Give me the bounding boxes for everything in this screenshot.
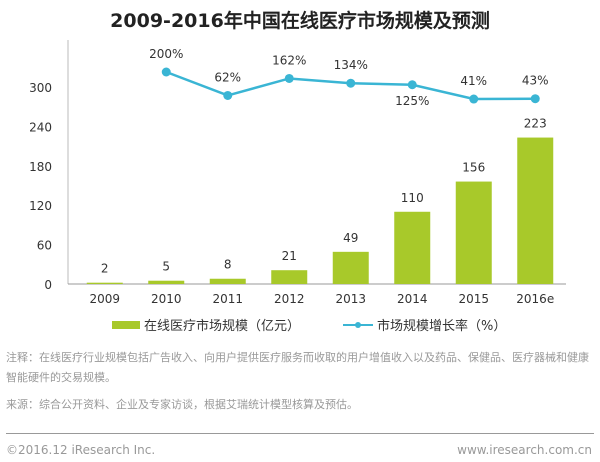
x-tick-label: 2012 — [274, 292, 305, 306]
bar-value-label: 223 — [524, 117, 547, 131]
legend-line-label: 市场规模增长率（%） — [377, 319, 507, 334]
bar — [394, 211, 431, 284]
bar-value-label: 2 — [101, 262, 109, 276]
bar-value-label: 156 — [462, 161, 485, 175]
x-tick-label: 2011 — [212, 292, 243, 306]
bar — [148, 280, 185, 284]
bar-value-label: 21 — [282, 249, 297, 263]
legend-item-line: 市场规模增长率（%） — [343, 315, 506, 334]
growth-label: 41% — [460, 74, 487, 88]
bar-value-label: 8 — [224, 258, 232, 272]
x-tick-label: 2015 — [458, 292, 489, 306]
bar — [332, 251, 369, 284]
y-tick-label: 60 — [37, 239, 52, 253]
bar — [455, 181, 492, 284]
y-tick-label: 180 — [29, 160, 52, 174]
x-tick-label: 2009 — [89, 292, 120, 306]
growth-point — [407, 80, 417, 90]
legend-line-swatch — [343, 321, 373, 328]
bar — [517, 137, 554, 284]
growth-point — [346, 78, 356, 88]
growth-label: 62% — [214, 70, 241, 84]
growth-label: 125% — [395, 94, 429, 108]
growth-point — [284, 73, 294, 83]
source-text: 来源：综合公开资料、企业及专家访谈，根据艾瑞统计模型核算及预估。 — [6, 398, 358, 411]
note-text: 注释：在线医疗行业规模包括广告收入、向用户提供医疗服务而收取的用户增值收入以及药… — [6, 351, 589, 384]
x-tick-label: 2016e — [516, 292, 554, 306]
x-tick-label: 2010 — [151, 292, 182, 306]
x-tick-label: 2013 — [335, 292, 366, 306]
bar — [86, 282, 123, 284]
bar-value-label: 110 — [401, 191, 424, 205]
chart-title: 2009-2016年中国在线医疗市场规模及预测 — [110, 10, 490, 32]
legend-bar-swatch — [112, 320, 140, 329]
website-url: www.iresearch.com.cn — [457, 443, 592, 457]
copyright: ©2016.12 iResearch Inc. — [6, 443, 156, 457]
x-tick-label: 2014 — [397, 292, 428, 306]
growth-point — [530, 94, 540, 104]
chart: 0 60 120 180 240 300 2009 2010 2011 2012 2013 2014 2… — [29, 40, 566, 306]
growth-point — [161, 67, 171, 77]
bar-value-label: 5 — [162, 260, 170, 274]
legend-bar-label: 在线医疗市场规模（亿元） — [144, 319, 301, 334]
growth-point — [223, 90, 233, 100]
y-tick-label: 0 — [44, 278, 52, 292]
growth-label: 162% — [272, 53, 306, 67]
divider — [6, 433, 594, 434]
y-tick-label: 240 — [29, 120, 52, 134]
legend-item-bar: 在线医疗市场规模（亿元） — [112, 315, 300, 334]
bar — [209, 278, 246, 284]
y-tick-label: 300 — [29, 81, 52, 95]
bar — [271, 270, 308, 284]
growth-label: 134% — [334, 58, 368, 72]
bar-value-label: 49 — [343, 231, 358, 245]
growth-label: 43% — [522, 74, 549, 88]
y-tick-label: 120 — [29, 199, 52, 213]
growth-point — [469, 94, 479, 104]
growth-label: 200% — [149, 47, 183, 61]
